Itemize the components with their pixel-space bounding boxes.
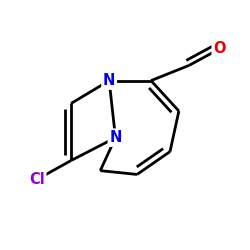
- Text: O: O: [213, 42, 226, 56]
- Text: Cl: Cl: [29, 172, 45, 187]
- Text: N: N: [109, 130, 122, 145]
- Text: N: N: [103, 73, 115, 88]
